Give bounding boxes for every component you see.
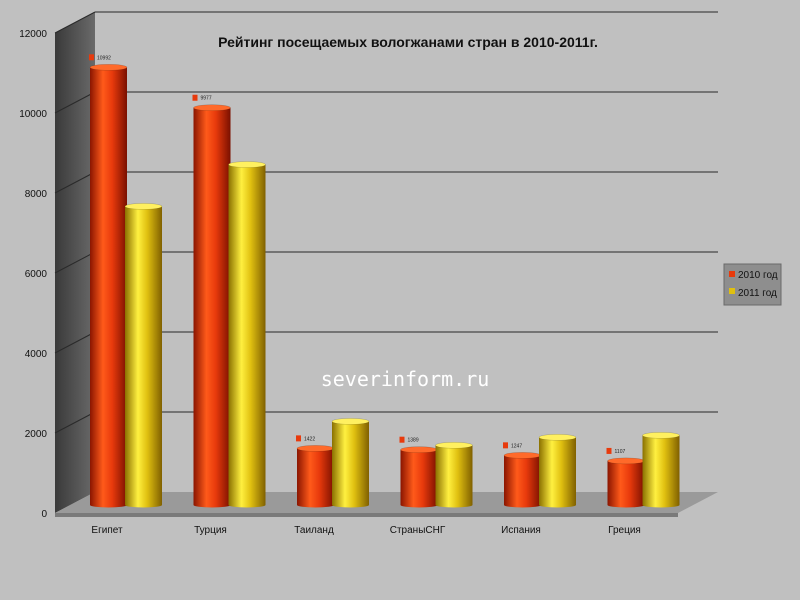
bar-base [642, 502, 680, 508]
bar-top [228, 161, 266, 168]
x-axis-ticks: Египет Турция Таиланд СтраныСНГ Испания Греци… [91, 525, 640, 536]
legend-label-2010: 2010 год [738, 270, 778, 281]
x-tick-label: Турция [194, 525, 227, 536]
data-label-marker [399, 436, 405, 443]
data-label-marker [606, 447, 612, 454]
bar-base [297, 502, 334, 508]
chart-title: Рейтинг посещаемых вологжанами стран в 2… [218, 34, 598, 50]
bar-2011 [642, 435, 680, 505]
bar-2011 [539, 437, 576, 505]
data-label-marker [192, 94, 198, 101]
bar-top [124, 203, 163, 210]
y-tick-label: 12000 [19, 29, 47, 40]
bar-base [193, 502, 231, 508]
bar-base [228, 502, 266, 508]
bar-base [504, 502, 541, 508]
bar-base [400, 502, 438, 508]
bar-top [193, 104, 231, 111]
data-label-marker [296, 435, 301, 442]
data-label: 10992 [97, 55, 111, 61]
x-tick-label: Таиланд [294, 525, 334, 536]
bar-base [539, 502, 576, 508]
x-tick-label: Египет [91, 525, 123, 536]
bar-top [296, 445, 335, 452]
data-label: 9977 [201, 96, 212, 102]
data-label-marker [89, 54, 94, 61]
gridline-wall [54, 411, 96, 434]
gridline-wall [54, 171, 96, 194]
legend: 2010 год 2011 год [723, 263, 782, 306]
y-tick-label: 2000 [25, 429, 48, 440]
y-tick-label: 10000 [19, 109, 47, 120]
bar-2011 [435, 445, 473, 505]
gridline-wall [54, 11, 96, 34]
y-tick-label: 6000 [25, 269, 48, 280]
gridline-wall [54, 331, 96, 354]
bar-top [435, 442, 473, 449]
bar-2010 [607, 460, 645, 505]
data-label: 1247 [511, 443, 522, 449]
bars [89, 64, 680, 508]
data-label: 1422 [304, 436, 315, 442]
bar-base [435, 502, 473, 508]
y-tick-label: 0 [41, 509, 47, 520]
data-label-marker [503, 442, 508, 449]
bar-top [400, 446, 438, 453]
bar-top [642, 432, 680, 439]
bar-top [538, 434, 577, 441]
watermark: severinform.ru [321, 367, 490, 391]
legend-label-2011: 2011 год [738, 288, 777, 299]
bar-top [331, 418, 370, 425]
data-label: 1389 [408, 438, 419, 444]
gridline-wall [54, 251, 96, 274]
y-tick-label: 8000 [25, 189, 48, 200]
x-tick-label: Испания [501, 525, 541, 536]
legend-swatch-2011 [729, 288, 735, 294]
bar-2010 [297, 448, 334, 505]
floor-edge [55, 513, 678, 517]
legend-swatch-2010 [729, 271, 735, 277]
data-labels: 10992 9977 1422 1389 1247 1107 [89, 54, 625, 455]
legend-box [723, 263, 782, 306]
bar-base [332, 502, 369, 508]
bar-2010 [400, 449, 438, 505]
bar-base [90, 502, 127, 508]
bar-2011 [332, 421, 369, 505]
bar-2010 [504, 455, 541, 505]
bar-base [607, 502, 645, 508]
bar-top [503, 452, 542, 459]
y-axis-ticks: 0 2000 4000 6000 8000 10000 12000 [19, 29, 47, 520]
bar-2010 [193, 107, 231, 505]
x-tick-label: Греция [608, 525, 641, 536]
bar-base [125, 502, 162, 508]
y-tick-label: 4000 [25, 349, 48, 360]
bar-top [607, 457, 645, 465]
bar-2010 [90, 67, 127, 505]
bar-top [89, 64, 128, 71]
bar-2011 [125, 206, 162, 505]
data-label: 1107 [615, 449, 626, 455]
gridline-wall [54, 91, 96, 114]
x-tick-label: СтраныСНГ [390, 525, 446, 536]
bar-2011 [228, 164, 266, 505]
